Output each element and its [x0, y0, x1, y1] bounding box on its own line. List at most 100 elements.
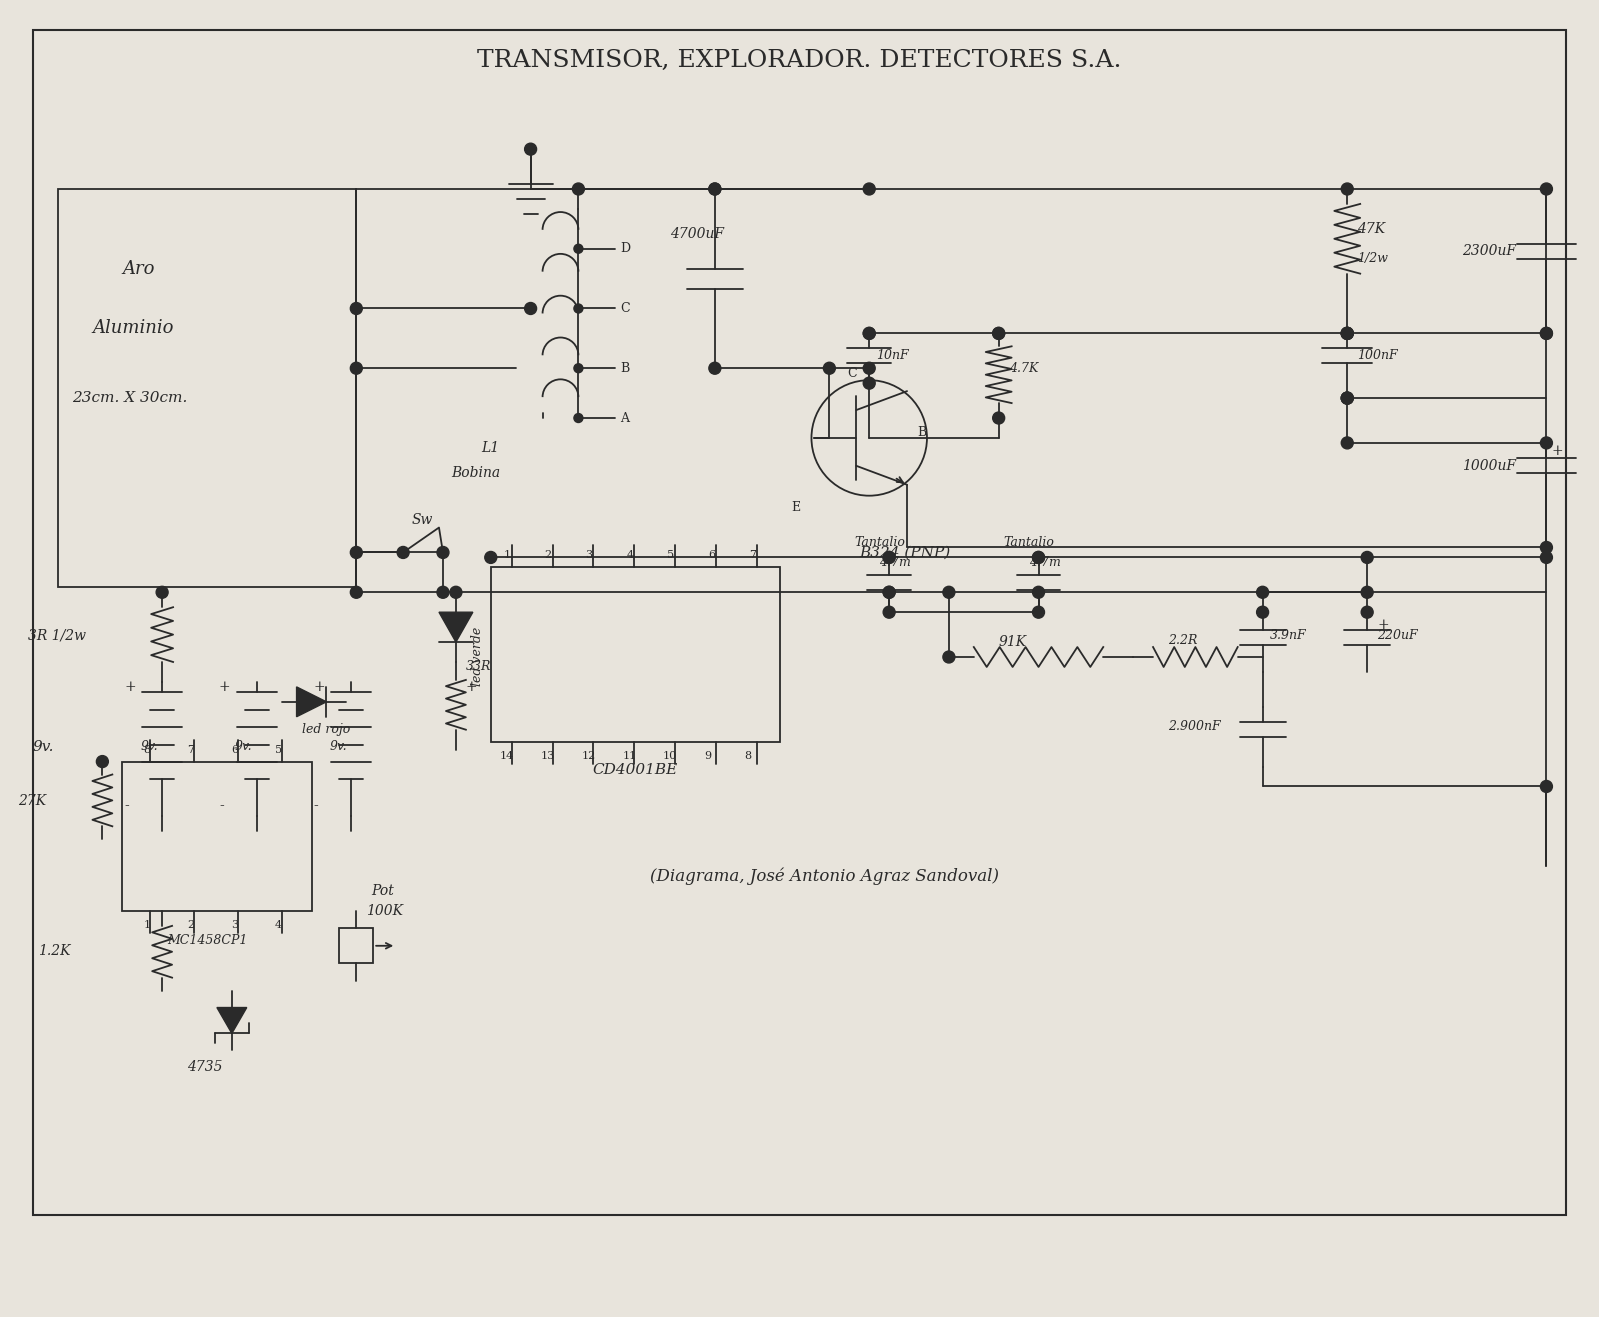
Text: 2: 2 — [545, 551, 552, 561]
Text: Tantalio: Tantalio — [854, 536, 905, 549]
Text: 9: 9 — [704, 751, 712, 761]
Text: 7: 7 — [187, 744, 193, 755]
Circle shape — [1342, 328, 1353, 340]
Circle shape — [437, 547, 449, 558]
Text: 4.7m: 4.7m — [1028, 556, 1060, 569]
Text: +: + — [1377, 618, 1390, 632]
Text: 4735: 4735 — [187, 1060, 222, 1075]
Text: 10nF: 10nF — [876, 349, 908, 362]
Text: 2.900nF: 2.900nF — [1167, 720, 1220, 734]
Circle shape — [1342, 392, 1353, 404]
Text: Aluminio: Aluminio — [93, 320, 174, 337]
Text: +: + — [313, 680, 325, 694]
Circle shape — [1033, 586, 1044, 598]
Text: +: + — [465, 680, 478, 694]
Text: led rojo: led rojo — [302, 723, 350, 736]
Text: Pot: Pot — [371, 884, 393, 898]
Text: B: B — [620, 362, 630, 375]
Circle shape — [1540, 541, 1553, 553]
Text: 6: 6 — [230, 744, 238, 755]
Circle shape — [863, 328, 875, 340]
Text: C: C — [847, 366, 857, 379]
Circle shape — [883, 586, 895, 598]
Circle shape — [993, 328, 1004, 340]
Circle shape — [524, 303, 537, 315]
Text: A: A — [620, 411, 630, 424]
Circle shape — [883, 552, 895, 564]
Circle shape — [883, 606, 895, 618]
Circle shape — [572, 183, 584, 195]
Circle shape — [708, 183, 721, 195]
Text: 100K: 100K — [366, 903, 403, 918]
Circle shape — [1540, 552, 1553, 564]
Circle shape — [1342, 392, 1353, 404]
Circle shape — [863, 328, 875, 340]
Circle shape — [1257, 586, 1268, 598]
Text: led verde: led verde — [470, 627, 484, 686]
Text: 3R 1/2w: 3R 1/2w — [27, 628, 86, 643]
Text: 14: 14 — [500, 751, 513, 761]
Text: 5: 5 — [275, 744, 281, 755]
Circle shape — [863, 183, 875, 195]
Circle shape — [1342, 328, 1353, 340]
Circle shape — [1342, 328, 1353, 340]
Circle shape — [1342, 183, 1353, 195]
Circle shape — [574, 244, 584, 253]
Circle shape — [1540, 328, 1553, 340]
Circle shape — [484, 552, 497, 564]
Text: 4.7m: 4.7m — [879, 556, 911, 569]
Text: Aro: Aro — [122, 259, 155, 278]
Text: 7: 7 — [748, 551, 756, 561]
Circle shape — [943, 651, 955, 662]
Text: 3: 3 — [585, 551, 593, 561]
Text: 91K: 91K — [999, 635, 1027, 649]
Bar — [122, 761, 312, 911]
Text: 9v.: 9v. — [141, 740, 158, 753]
Text: -: - — [125, 799, 130, 814]
Text: 9v.: 9v. — [235, 740, 253, 753]
Text: 2300uF: 2300uF — [1461, 244, 1516, 258]
Circle shape — [708, 362, 721, 374]
Circle shape — [1361, 552, 1374, 564]
Circle shape — [1033, 606, 1044, 618]
Circle shape — [1342, 437, 1353, 449]
Text: 4.7K: 4.7K — [1009, 362, 1038, 375]
Text: 13: 13 — [540, 751, 555, 761]
Text: 1.2K: 1.2K — [38, 944, 70, 957]
Text: 9v.: 9v. — [32, 740, 54, 753]
Text: B324 (PNP): B324 (PNP) — [859, 545, 950, 560]
Circle shape — [1361, 586, 1374, 598]
Text: 3.9nF: 3.9nF — [1270, 628, 1306, 641]
Text: 47K: 47K — [1358, 221, 1385, 236]
Circle shape — [350, 303, 363, 315]
Text: B: B — [916, 427, 926, 440]
Text: Sw: Sw — [411, 512, 432, 527]
Text: 23cm. X 30cm.: 23cm. X 30cm. — [72, 391, 187, 406]
Circle shape — [350, 586, 363, 598]
Circle shape — [524, 144, 537, 155]
Text: 11: 11 — [622, 751, 636, 761]
Circle shape — [1342, 392, 1353, 404]
Circle shape — [449, 586, 462, 598]
Text: 10: 10 — [664, 751, 678, 761]
Text: +: + — [1551, 444, 1564, 458]
Circle shape — [397, 547, 409, 558]
Circle shape — [943, 586, 955, 598]
Text: L1: L1 — [481, 441, 499, 454]
Circle shape — [883, 586, 895, 598]
Circle shape — [1342, 328, 1353, 340]
Text: Bobina: Bobina — [451, 466, 500, 479]
Circle shape — [1540, 781, 1553, 793]
Text: 1000uF: 1000uF — [1461, 458, 1516, 473]
Bar — [491, 568, 780, 741]
Text: Tantalio: Tantalio — [1004, 536, 1054, 549]
Text: 8: 8 — [144, 744, 150, 755]
Circle shape — [993, 328, 1004, 340]
Text: 100nF: 100nF — [1358, 349, 1398, 362]
Text: 4700uF: 4700uF — [670, 227, 724, 241]
Text: 8: 8 — [745, 751, 752, 761]
Text: MC1458CP1: MC1458CP1 — [168, 934, 248, 947]
Text: +: + — [125, 680, 136, 694]
Text: TRANSMISOR, EXPLORADOR. DETECTORES S.A.: TRANSMISOR, EXPLORADOR. DETECTORES S.A. — [477, 49, 1122, 71]
Text: D: D — [620, 242, 630, 255]
